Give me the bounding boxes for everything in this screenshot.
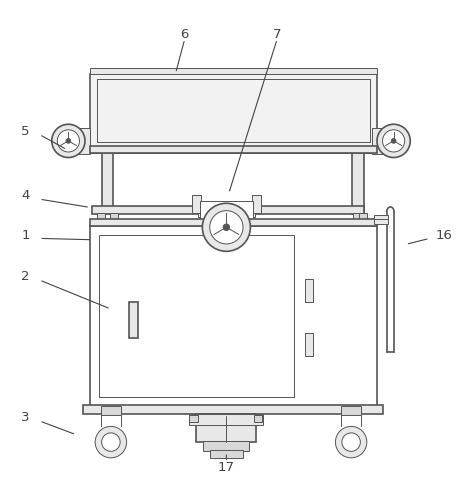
Bar (101, 406, 121, 415)
Bar (92, 206, 364, 214)
Circle shape (335, 426, 367, 458)
Bar (359, 214, 367, 219)
Circle shape (391, 138, 396, 143)
Bar (200, 201, 253, 253)
Bar (189, 415, 198, 422)
Bar (189, 414, 263, 425)
Bar (129, 302, 138, 338)
Bar (97, 214, 105, 219)
Bar (192, 195, 201, 214)
Circle shape (202, 203, 250, 251)
Bar (97, 79, 370, 142)
Bar (68, 132, 74, 149)
Bar (374, 215, 388, 219)
Circle shape (377, 124, 410, 157)
Text: 4: 4 (21, 189, 30, 202)
Text: 1: 1 (21, 229, 30, 242)
Circle shape (102, 433, 120, 451)
Bar (353, 214, 361, 219)
Bar (99, 235, 294, 397)
Bar (210, 450, 243, 458)
Circle shape (52, 124, 85, 157)
Bar (388, 132, 394, 149)
Bar (372, 128, 389, 154)
Bar (73, 128, 90, 154)
Bar (254, 415, 262, 422)
Bar (196, 414, 256, 442)
Bar (203, 441, 249, 451)
Bar (90, 74, 377, 147)
Circle shape (210, 211, 243, 244)
Bar (90, 219, 377, 226)
Circle shape (57, 130, 79, 152)
Text: 6: 6 (181, 28, 189, 41)
Bar (374, 220, 388, 224)
Bar (83, 405, 383, 414)
Text: 5: 5 (21, 124, 30, 137)
Bar (352, 153, 364, 214)
Circle shape (95, 426, 127, 458)
Bar (90, 68, 377, 74)
Text: 16: 16 (435, 229, 452, 242)
Circle shape (223, 224, 230, 231)
Bar (252, 195, 261, 214)
Circle shape (383, 130, 405, 152)
Text: 2: 2 (21, 270, 30, 283)
Circle shape (342, 433, 360, 451)
Text: 7: 7 (273, 28, 281, 41)
Bar (90, 226, 377, 406)
Bar (102, 153, 113, 214)
Bar (110, 214, 118, 219)
Bar (90, 147, 377, 153)
Circle shape (66, 138, 71, 143)
Bar (90, 146, 377, 153)
Bar (198, 205, 255, 217)
Bar (305, 279, 313, 302)
Bar (341, 406, 361, 415)
Bar (305, 334, 313, 356)
Text: 17: 17 (218, 461, 235, 474)
Text: 3: 3 (21, 411, 30, 424)
